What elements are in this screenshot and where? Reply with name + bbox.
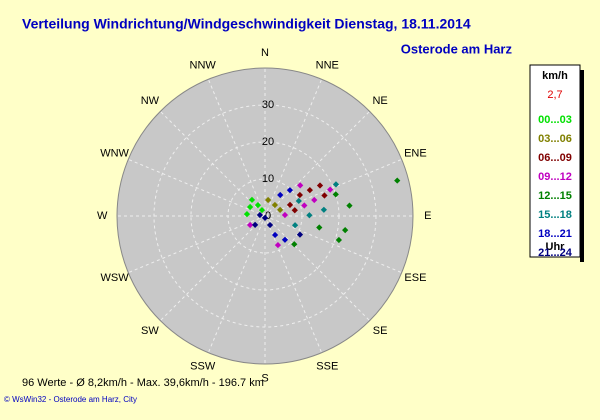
chart-subtitle: Osterode am Harz (401, 41, 513, 56)
point (320, 206, 327, 213)
spoke (128, 215, 266, 274)
grid-ring (227, 178, 303, 254)
point (306, 186, 313, 194)
legend-value: 2,7 (547, 89, 562, 101)
point (258, 206, 266, 214)
spoke (264, 215, 371, 322)
spoke (264, 110, 371, 217)
direction-label: WSW (101, 272, 130, 284)
r-tick-label: 10 (262, 173, 274, 185)
grid-ring (153, 104, 377, 328)
legend-label: 09...12 (538, 171, 572, 183)
legend-label: 15...18 (538, 209, 572, 221)
spoke (128, 158, 266, 217)
direction-label: SSE (316, 360, 338, 372)
direction-label: N (261, 47, 269, 59)
direction-label: NW (141, 95, 160, 107)
spoke (264, 215, 323, 353)
direction-label: E (424, 210, 431, 222)
direction-label: SSW (190, 360, 216, 372)
direction-label: NNE (316, 59, 339, 71)
point (248, 196, 256, 204)
legend-title: km/h (542, 70, 568, 82)
credit: © WsWin32 - Osterode am Harz, City (4, 395, 137, 404)
point (266, 221, 274, 229)
point (286, 201, 294, 208)
r-tick-label: 0 (265, 210, 271, 222)
point (261, 214, 269, 221)
legend-footer: Uhr (546, 241, 566, 253)
point (291, 207, 298, 214)
grid-ring (190, 141, 340, 291)
direction-label: SW (141, 325, 159, 337)
spoke (264, 158, 402, 217)
direction-label: NE (372, 95, 387, 107)
direction-label: S (261, 373, 268, 385)
point (327, 186, 334, 193)
chart-title: Verteilung Windrichtung/Windgeschwindigk… (22, 16, 471, 32)
footer: 96 Werte - Ø 8,2km/h - Max. 39,6km/h - 1… (22, 377, 264, 389)
legend-box (529, 64, 581, 258)
direction-label: ENE (404, 148, 427, 160)
r-tick-label: 20 (262, 136, 274, 148)
point (254, 202, 262, 209)
spoke (264, 79, 323, 217)
r-tick-label: 30 (262, 99, 274, 111)
direction-label: ESE (404, 272, 426, 284)
legend-label: 12...15 (538, 190, 572, 202)
legend-shadow (580, 70, 584, 262)
legend-label: 18...21 (538, 228, 572, 240)
direction-label: NNW (190, 59, 217, 71)
legend-label: 03...06 (538, 133, 572, 145)
spoke (264, 215, 402, 274)
point (246, 203, 254, 211)
point (297, 182, 304, 189)
direction-label: SE (373, 325, 388, 337)
point (246, 221, 254, 229)
point (251, 221, 259, 229)
legend-label: 00...03 (538, 114, 572, 126)
legend-label: 06...09 (538, 152, 572, 164)
direction-label: W (97, 210, 108, 222)
direction-label: WNW (100, 148, 129, 160)
legend-label: 21...24 (538, 247, 573, 259)
